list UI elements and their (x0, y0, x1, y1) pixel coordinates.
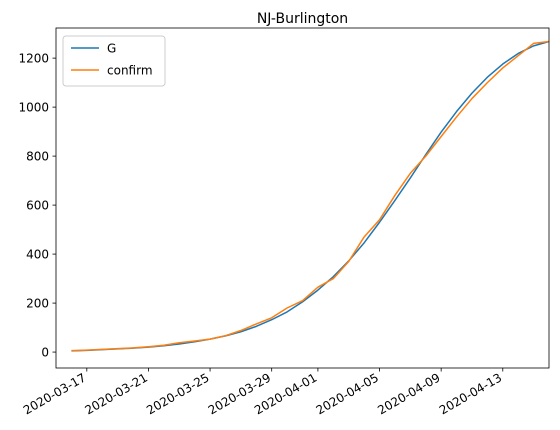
y-tick-label: 1200 (18, 52, 49, 66)
y-tick-label: 0 (41, 346, 49, 360)
x-tick-label: 2020-04-05 (314, 370, 381, 417)
y-tick-label: 400 (26, 248, 49, 262)
y-tick-label: 800 (26, 150, 49, 164)
y-tick-label: 200 (26, 297, 49, 311)
chart-title: NJ-Burlington (257, 11, 348, 27)
x-tick-label: 2020-03-17 (21, 370, 88, 417)
legend-label-G: G (107, 42, 116, 56)
x-tick-label: 2020-03-25 (144, 370, 211, 417)
series-line-G (71, 40, 550, 352)
y-tick-label: 600 (26, 199, 49, 213)
x-tick-label: 2020-03-21 (83, 370, 150, 417)
y-tick-label: 1000 (18, 101, 49, 115)
x-tick-label: 2020-04-13 (437, 370, 504, 417)
x-tick-label: 2020-04-09 (375, 370, 442, 417)
axes-frame (55, 27, 550, 369)
series-line-confirm (71, 40, 550, 352)
legend-label-confirm: confirm (107, 64, 153, 78)
